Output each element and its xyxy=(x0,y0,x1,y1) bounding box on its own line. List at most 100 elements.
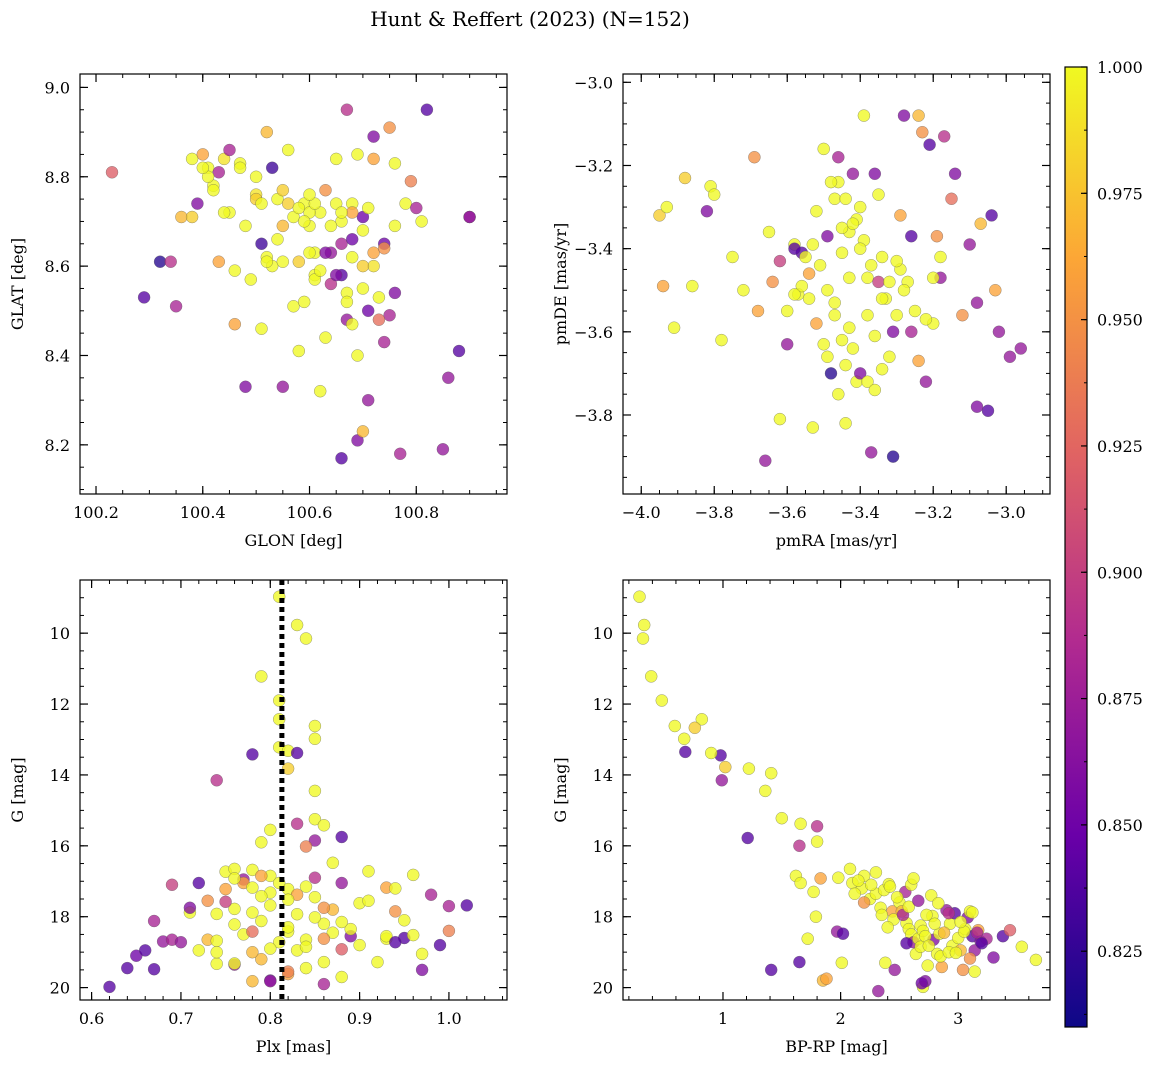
y-tick-label: 14 xyxy=(50,766,70,785)
data-point xyxy=(317,955,331,969)
data-point xyxy=(351,148,364,161)
data-point xyxy=(852,874,865,887)
data-point xyxy=(299,940,313,954)
data-point xyxy=(239,380,252,394)
data-point xyxy=(340,103,354,116)
data-point xyxy=(966,906,979,919)
data-point xyxy=(922,939,936,953)
data-point xyxy=(655,694,669,707)
data-point xyxy=(843,862,857,876)
data-point xyxy=(228,957,241,970)
data-point xyxy=(900,937,913,950)
data-point xyxy=(255,914,268,928)
data-point xyxy=(985,209,998,222)
minor-ticks xyxy=(80,579,507,1000)
data-point xyxy=(276,255,290,268)
data-point xyxy=(875,908,889,922)
data-point xyxy=(329,152,343,166)
y-tick-label: 12 xyxy=(593,695,613,714)
data-point xyxy=(335,206,348,219)
data-point xyxy=(810,317,823,330)
data-point xyxy=(762,225,776,239)
data-point xyxy=(875,362,889,376)
x-tick-label: 3 xyxy=(953,1009,963,1028)
data-point xyxy=(1029,953,1043,967)
data-point xyxy=(313,264,327,277)
data-point xyxy=(313,384,327,398)
data-point xyxy=(183,901,197,915)
x-tick-label: 0.9 xyxy=(347,1009,372,1028)
data-point xyxy=(806,238,820,251)
x-axis-label: pmRA [mas/yr] xyxy=(776,531,898,550)
x-tick-label: 2 xyxy=(836,1009,846,1028)
data-point xyxy=(678,171,692,185)
data-point xyxy=(1003,350,1017,364)
data-point xyxy=(228,918,241,931)
y-tick-label: −3.4 xyxy=(574,240,613,259)
data-point xyxy=(185,210,199,224)
data-point xyxy=(174,935,188,949)
data-point xyxy=(915,977,929,990)
data-point xyxy=(857,109,871,122)
data-point xyxy=(835,333,849,347)
data-point xyxy=(794,817,807,831)
data-point xyxy=(802,267,816,280)
data-point xyxy=(956,308,969,322)
data-point xyxy=(788,242,801,255)
data-point xyxy=(272,935,286,949)
data-point xyxy=(345,317,359,331)
x-tick-label: 1 xyxy=(718,1009,728,1028)
data-point xyxy=(677,732,691,746)
data-point xyxy=(970,296,984,309)
data-point xyxy=(367,152,380,166)
data-point xyxy=(773,412,787,426)
data-point xyxy=(853,367,867,380)
data-point xyxy=(165,878,179,892)
data-point xyxy=(948,167,962,181)
data-point xyxy=(317,932,331,945)
data-point xyxy=(764,963,778,977)
data-point xyxy=(872,275,885,289)
data-point xyxy=(868,167,882,181)
data-point xyxy=(810,820,824,833)
data-point xyxy=(759,454,772,467)
data-point xyxy=(210,957,223,971)
data-point xyxy=(463,210,476,224)
data-point xyxy=(668,719,682,733)
data-point xyxy=(821,229,834,243)
data-point xyxy=(864,446,878,459)
data-point xyxy=(764,766,778,780)
data-point xyxy=(828,296,841,309)
data-point xyxy=(883,880,897,893)
data-point xyxy=(839,192,852,206)
data-point xyxy=(335,876,348,890)
data-point xyxy=(987,951,1000,964)
data-point xyxy=(389,935,402,949)
y-tick-label: 10 xyxy=(50,624,70,643)
data-point xyxy=(415,947,429,961)
data-point xyxy=(212,166,226,179)
data-point xyxy=(843,321,856,334)
data-point xyxy=(907,872,920,885)
data-point xyxy=(292,344,306,358)
data-point xyxy=(846,167,860,181)
data-point xyxy=(367,130,380,143)
data-point xyxy=(875,292,889,305)
y-tick-label: −3.2 xyxy=(574,156,613,175)
data-point xyxy=(276,219,290,233)
data-point xyxy=(864,878,878,892)
data-point xyxy=(935,960,949,974)
y-tick-label: 18 xyxy=(593,908,613,927)
data-point xyxy=(912,894,925,908)
data-point xyxy=(989,283,1002,297)
data-point xyxy=(356,224,370,237)
data-point xyxy=(775,811,789,825)
x-tick-label: 100.2 xyxy=(73,503,119,522)
x-tick-label: −3.8 xyxy=(695,503,734,522)
data-point xyxy=(410,201,423,215)
data-point xyxy=(433,938,447,952)
data-point xyxy=(292,201,306,215)
data-point xyxy=(389,905,402,918)
data-point xyxy=(981,404,995,418)
data-point xyxy=(377,242,391,255)
